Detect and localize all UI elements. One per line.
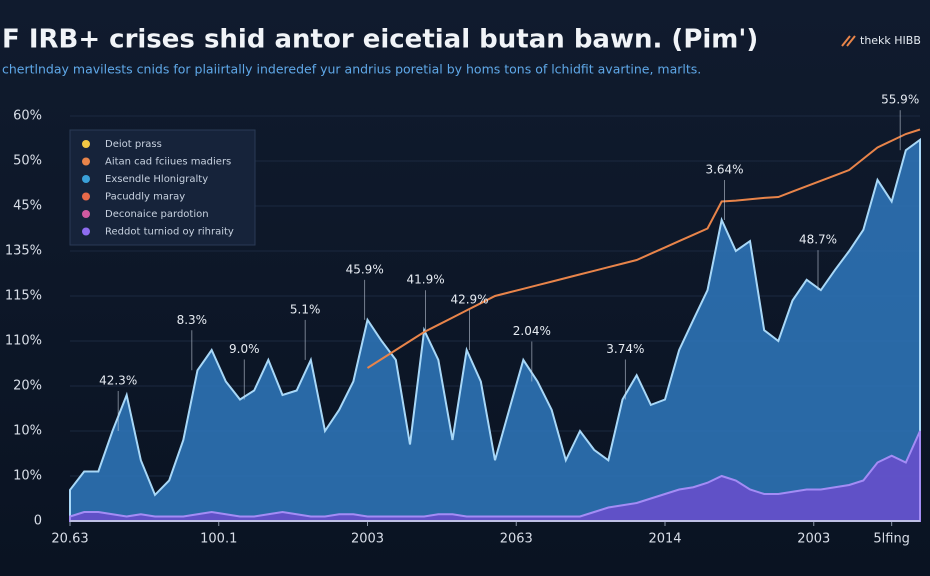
annotation: 3.74% [606,342,644,356]
series-line [366,128,921,369]
x-tick-label: 5lfing [873,532,910,547]
legend-swatch [82,210,90,218]
x-tick-label: 2063 [500,532,533,547]
legend-swatch [82,157,90,166]
chart-subtitle: chertlnday mavilests cnids for plaiirtal… [2,62,701,77]
x-tick-label: 2003 [351,532,384,547]
legend-box [69,129,256,246]
y-tick-label: 0 [34,514,42,529]
legend-label: Aitan cad fciiues madiers [105,157,231,168]
legend-label: Deiot prass [105,139,162,150]
annotation: 8.3% [177,313,208,327]
x-tick-label: 20.63 [51,532,88,547]
legend-label: Deconaice pardotion [105,209,209,220]
y-tick-label: 60% [13,109,42,124]
annotation: 9.0% [229,342,260,356]
legend: Deiot prass Aitan cad fciiues madiers Exse… [69,129,256,246]
y-tick-label: 115% [5,289,42,304]
annotation: 55.9% [881,93,919,107]
legend-swatch [82,140,90,148]
y-tick-label: 45% [13,199,42,214]
x-tick-label: 2003 [797,532,830,547]
x-tick-label: 100.1 [200,532,237,547]
series-area [69,137,921,522]
y-tick-label: 20% [13,379,42,394]
y-tick-label: 10% [13,469,42,484]
y-tick-label: 135% [5,244,42,259]
y-tick-label: 10% [13,424,42,439]
legend-swatch [82,175,90,183]
annotation: 42.3% [99,374,137,388]
logo-icon [841,35,856,47]
annotation: 41.9% [407,273,445,287]
x-tick-label: 2014 [648,532,681,547]
annotation: 2.04% [513,324,551,338]
legend-label: Reddot turniod oy rihraity [105,227,234,238]
annotation: 5.1% [290,302,321,316]
y-tick-label: 50% [13,154,42,169]
plot: 0 10% 10% 20% 110% 115% 135% 45% 50% 60% 20.63 100.… [5,93,921,547]
y-tick-label: 110% [5,334,42,349]
series-area [69,430,921,522]
annotation: 42.9% [450,293,488,307]
legend-label: Pacuddly maray [105,192,185,203]
annotation: 45.9% [346,262,384,276]
annotation: 48.7% [799,233,837,247]
chart-title: F IRB+ crises shid antor eicetial butan … [2,25,758,55]
legend-swatch [82,192,90,201]
logo: thekk HIBB [860,34,921,47]
annotation: 3.64% [705,162,743,176]
legend-label: Exsendle Hlonigralty [105,174,208,185]
legend-swatch [82,227,90,236]
